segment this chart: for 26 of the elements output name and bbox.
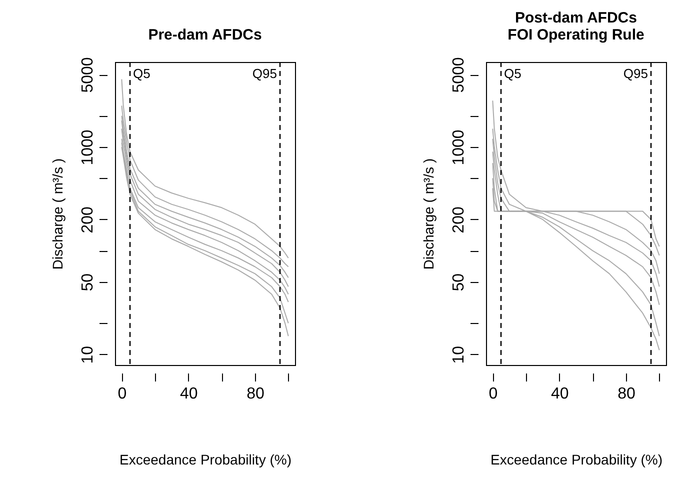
y-tick-label: 50	[80, 273, 96, 292]
y-tick-label: 1000	[80, 130, 96, 166]
y-tick-label: 10	[450, 346, 468, 364]
x-axis-title: Exceedance Probability (%)	[120, 452, 292, 468]
y-tick-label: 1000	[450, 130, 468, 166]
ref-line-label: Q5	[133, 66, 150, 81]
x-tick-label: 0	[118, 386, 127, 402]
y-tick-label: 50	[450, 273, 468, 292]
y-tick-label: 5000	[450, 57, 468, 93]
x-tick-label: 80	[618, 386, 636, 402]
ref-line-label: Q95	[252, 66, 277, 81]
x-tick-label: 80	[246, 386, 264, 402]
x-tick-label: 40	[550, 386, 569, 402]
chart-title: Post-dam AFDCs FOI Operating Rule	[508, 10, 644, 44]
ref-line-label: Q95	[623, 66, 648, 81]
y-tick-label: 200	[450, 206, 468, 234]
y-axis-title: Discharge ( m³/s )	[50, 158, 66, 270]
y-tick-label: 10	[80, 346, 96, 364]
chart-title: Pre-dam AFDCs	[148, 26, 262, 44]
y-tick-label: 200	[80, 206, 96, 234]
y-tick-label: 5000	[80, 57, 96, 93]
y-axis-title: Discharge ( m³/s )	[420, 158, 436, 270]
ref-line-label: Q5	[504, 66, 522, 81]
x-tick-label: 0	[488, 386, 498, 402]
x-axis-title: Exceedance Probability (%)	[490, 452, 662, 468]
x-tick-label: 40	[180, 386, 198, 402]
